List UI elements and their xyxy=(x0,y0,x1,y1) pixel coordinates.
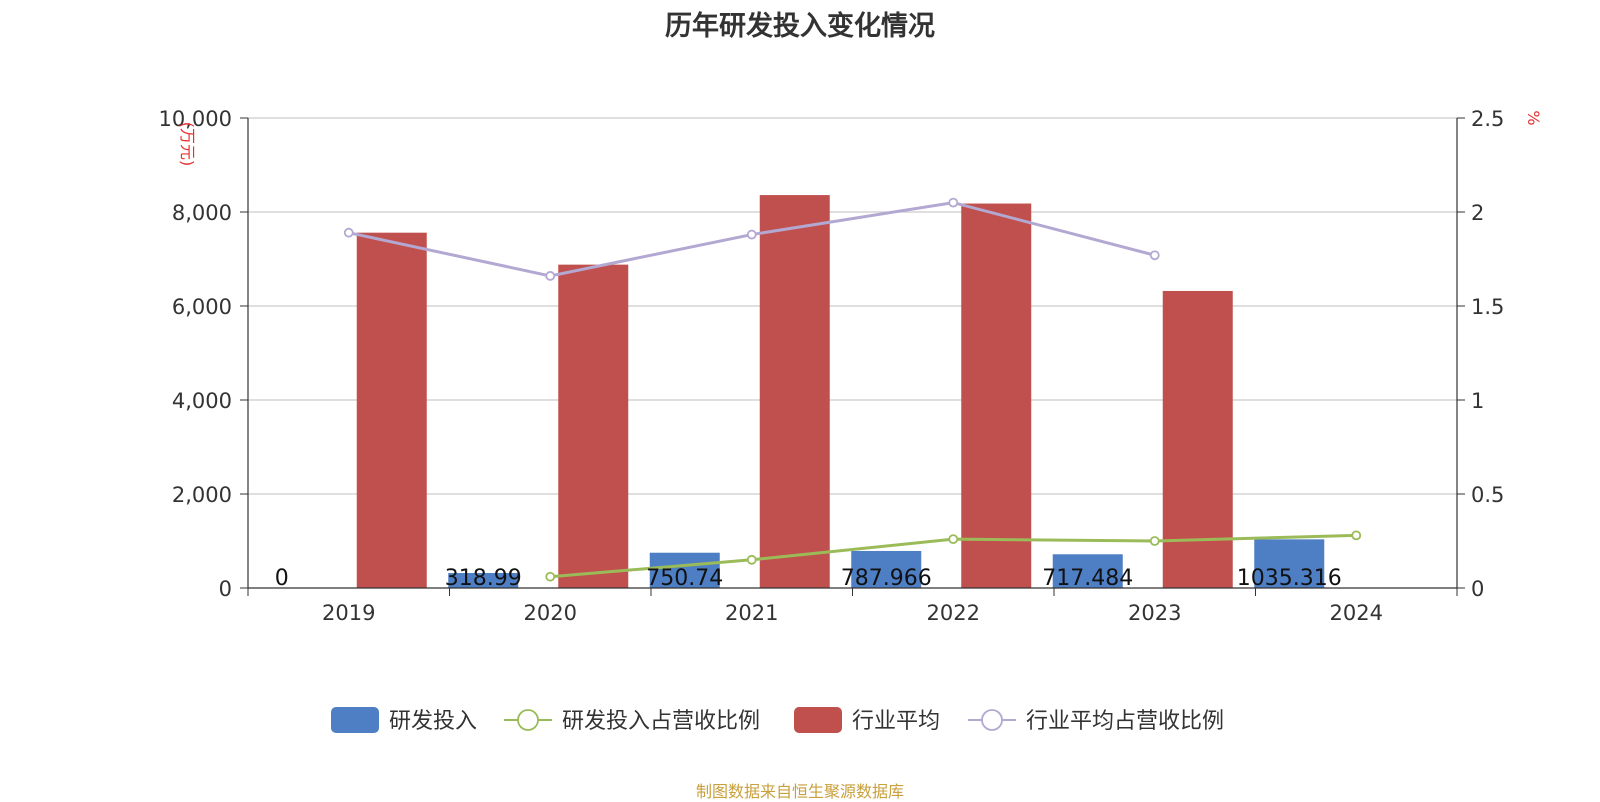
source-note: 制图数据来自恒生聚源数据库 xyxy=(695,782,904,801)
legend: 研发投入 研发投入占营收比例 行业平均 行业平均占营收比例 xyxy=(331,707,1224,734)
bar-value-label: 318.99 xyxy=(445,566,522,591)
legend-item: 研发投入 xyxy=(331,707,477,734)
y-left-tick-label: 8,000 xyxy=(172,201,232,225)
y-left-tick-label: 2,000 xyxy=(172,483,232,507)
bar-value-label: 0 xyxy=(275,566,289,591)
legend-swatch-icon xyxy=(794,707,842,733)
y-right-tick-label: 2 xyxy=(1471,201,1484,225)
bar-value-label: 750.74 xyxy=(646,566,723,591)
legend-item: 研发投入占营收比例 xyxy=(504,709,760,734)
y-left-axis-label: (万元) xyxy=(178,122,197,167)
line-point xyxy=(545,571,556,582)
bar-value-label: 1035.316 xyxy=(1237,566,1342,591)
line-point xyxy=(1149,536,1160,546)
x-tick-label: 2019 xyxy=(322,601,375,625)
y-left-tick-label: 6,000 xyxy=(172,295,232,319)
legend-label: 行业平均 xyxy=(852,709,940,734)
legend-marker-icon xyxy=(981,709,1003,731)
y-right-tick-label: 0.5 xyxy=(1471,483,1504,507)
line-point xyxy=(746,554,757,565)
axes: 0 2,000 4,000 6,000 8,000 10,000 0 0.5 1 1.5 2 2.5 2… xyxy=(159,107,1543,625)
bar xyxy=(1254,539,1325,588)
legend-marker-icon xyxy=(517,709,539,731)
line-point xyxy=(545,271,556,281)
y-left-tick-label: 0 xyxy=(219,577,232,601)
legend-label: 研发投入占营收比例 xyxy=(562,709,760,734)
x-tick-label: 2020 xyxy=(524,601,577,625)
y-right-axis-label: % xyxy=(1524,110,1543,125)
x-tick-label: 2021 xyxy=(725,601,778,625)
grid-lines xyxy=(248,117,1457,495)
line-point xyxy=(1351,530,1362,541)
lines xyxy=(343,197,1362,582)
bar xyxy=(851,550,922,588)
legend-label: 研发投入 xyxy=(389,709,477,734)
y-right-tick-label: 0 xyxy=(1471,577,1484,601)
legend-item: 行业平均 xyxy=(794,707,940,734)
bar-labels: 0 318.99 750.74 787.966 717.484 1035.316 xyxy=(275,566,1342,591)
bar xyxy=(649,552,720,588)
bar-value-label: 787.966 xyxy=(841,566,932,591)
bar xyxy=(558,264,629,588)
bar xyxy=(356,232,427,588)
y-right-tick-label: 2.5 xyxy=(1471,107,1504,131)
bar xyxy=(759,195,830,588)
line-point xyxy=(746,229,757,240)
line-point xyxy=(343,227,354,238)
legend-swatch-icon xyxy=(331,707,379,733)
x-tick-label: 2022 xyxy=(927,601,980,625)
bar xyxy=(961,203,1032,589)
y-left-tick-label: 4,000 xyxy=(172,389,232,413)
chart-title: 历年研发投入变化情况 xyxy=(665,11,935,42)
line-point xyxy=(1149,250,1160,261)
y-right-tick-label: 1.5 xyxy=(1471,295,1504,319)
line-point xyxy=(948,197,959,208)
bars xyxy=(356,195,1325,589)
bar xyxy=(448,573,519,588)
line-point xyxy=(948,534,959,545)
y-left-tick-label: 10,000 xyxy=(159,107,232,131)
x-tick-label: 2024 xyxy=(1330,601,1383,625)
legend-label: 行业平均占营收比例 xyxy=(1026,709,1224,734)
y-right-tick-label: 1 xyxy=(1471,389,1484,413)
legend-item: 行业平均占营收比例 xyxy=(968,709,1224,734)
bar-value-label: 717.484 xyxy=(1042,566,1133,591)
x-tick-label: 2023 xyxy=(1128,601,1181,625)
bar xyxy=(1052,554,1123,588)
bar xyxy=(1162,290,1233,588)
